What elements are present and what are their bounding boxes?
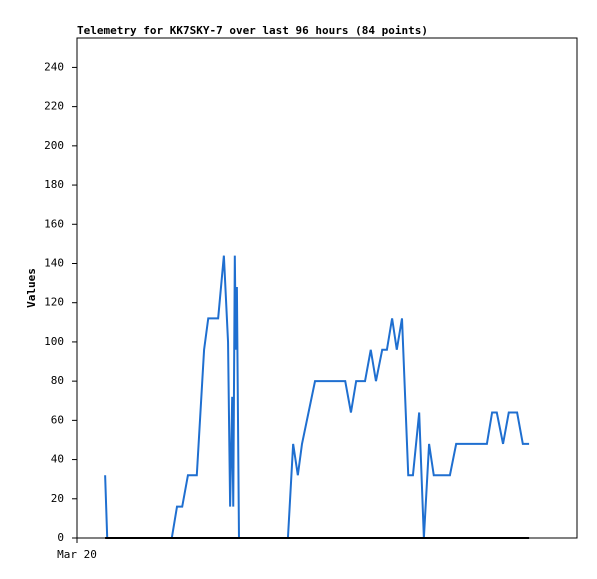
y-tick-label: 180 (44, 178, 64, 191)
y-tick-label: 0 (57, 531, 64, 544)
y-tick-label: 120 (44, 296, 64, 309)
y-tick-label: 200 (44, 139, 64, 152)
chart-title: Telemetry for KK7SKY-7 over last 96 hour… (77, 24, 428, 37)
y-tick-label: 240 (44, 60, 64, 73)
y-tick-label: 20 (51, 492, 64, 505)
y-axis-label: Values (25, 268, 38, 308)
y-tick-label: 220 (44, 100, 64, 113)
y-tick-label: 80 (51, 374, 64, 387)
x-tick-label: Mar 20 (57, 548, 97, 561)
y-tick-label: 40 (51, 453, 64, 466)
y-tick-label: 60 (51, 413, 64, 426)
data-line (104, 255, 530, 539)
plot-frame (76, 37, 578, 539)
y-tick-label: 100 (44, 335, 64, 348)
y-tick-label: 140 (44, 256, 64, 269)
y-tick-label: 160 (44, 217, 64, 230)
